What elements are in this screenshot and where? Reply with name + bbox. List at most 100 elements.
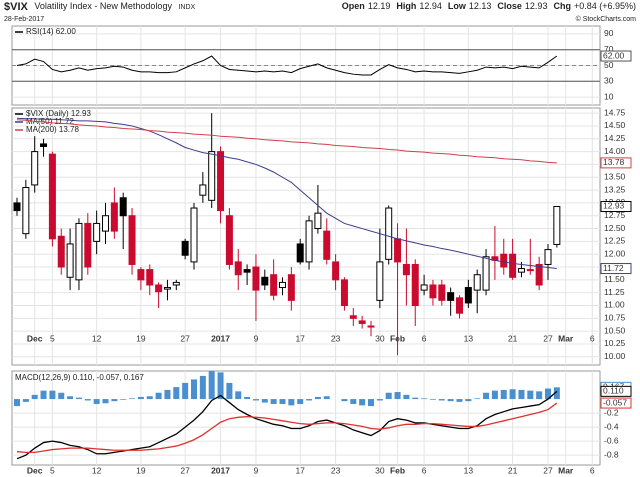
y-tick-label: 13.50 (604, 172, 626, 182)
histogram-bar (509, 389, 516, 400)
histogram-bar (359, 399, 366, 406)
histogram-bar (368, 399, 374, 407)
legend-label: MA(50) 11.72 (26, 117, 74, 126)
candle-body (314, 212, 322, 230)
histogram-bar (545, 388, 551, 400)
quote-label: Close (497, 1, 522, 11)
histogram-bar (527, 390, 534, 400)
histogram-bar (270, 399, 277, 404)
candle-body (163, 287, 171, 290)
x-tick-label: Dec (27, 465, 43, 475)
symbol: $VIX (4, 1, 29, 13)
x-tick-label: Dec (27, 333, 43, 343)
y-tick-label: 11.00 (604, 300, 625, 310)
histogram-bar (22, 399, 29, 402)
histogram-bar (111, 399, 118, 402)
x-tick-label: 23 (331, 465, 341, 475)
quote-label: Low (448, 1, 467, 11)
candle-body (128, 215, 136, 265)
candle-body (48, 153, 56, 240)
value-box-label: 12.93 (603, 201, 625, 211)
y-tick-label: 11.50 (604, 274, 625, 284)
value-box (600, 397, 632, 409)
histogram-bar (146, 396, 153, 400)
y-tick-label: 10.00 (604, 351, 626, 361)
histogram-bar (208, 371, 215, 400)
histogram-bar (429, 399, 436, 400)
candle-body (217, 151, 225, 212)
y-tick-label: 50 (604, 60, 614, 70)
candle-body (526, 269, 534, 272)
histogram-bar (244, 396, 251, 400)
candle-body (509, 253, 517, 278)
histogram-bar (129, 398, 136, 400)
x-tick-label: 27 (543, 333, 553, 343)
candle-body (358, 320, 366, 324)
histogram-bar (385, 392, 392, 400)
candle-body (411, 263, 419, 306)
candle-body (340, 279, 348, 306)
histogram-bar (58, 392, 65, 400)
x-tick-label: 30 (375, 333, 385, 343)
histogram-bar (155, 392, 162, 400)
histogram-bar (217, 372, 224, 400)
y-tick-label: 12.50 (604, 223, 626, 233)
y-tick-label: 14.25 (604, 133, 626, 143)
candle-body (119, 197, 127, 217)
y-tick-label: 14.75 (604, 107, 626, 117)
candle-body (146, 269, 154, 286)
quote-value: 12.13 (469, 1, 492, 11)
line-series (16, 390, 558, 460)
x-tick-label: 19 (136, 465, 146, 475)
candle-body (279, 281, 286, 289)
x-tick-label: 27 (180, 465, 190, 475)
value-box (600, 385, 632, 397)
value-box-label: -0.057 (603, 397, 627, 407)
x-tick-label: 30 (375, 465, 385, 475)
x-tick-label: 6 (590, 333, 595, 343)
credit: © StockCharts.com (576, 15, 637, 23)
histogram-bar (137, 396, 144, 400)
candle-body (102, 215, 109, 232)
histogram-bar (191, 379, 197, 400)
candle-body (75, 222, 83, 281)
candle-body (447, 292, 455, 301)
x-tick-label: Feb (390, 465, 405, 475)
histogram-bar (483, 392, 490, 400)
value-box (600, 157, 632, 169)
candle-body (181, 240, 189, 256)
x-tick-label: 23 (331, 333, 341, 343)
quote-label: High (396, 1, 416, 11)
histogram-bar (226, 382, 233, 400)
histogram-bar (465, 399, 472, 402)
candle-body (438, 284, 446, 301)
histogram-bar (40, 390, 47, 400)
legend-label: MACD(12,26,9) 0.110, -0.057, 0.167 (15, 373, 144, 382)
x-tick-label: 6 (422, 333, 427, 343)
candle-body (420, 284, 428, 291)
x-tick-label: 5 (50, 333, 55, 343)
candle-body (199, 184, 207, 196)
candle-body (473, 274, 481, 291)
histogram-bar (297, 399, 304, 404)
histogram-bar (102, 399, 109, 404)
candle-body (287, 274, 295, 301)
x-tick-label: 9 (254, 333, 259, 343)
x-tick-label: 17 (295, 465, 305, 475)
x-tick-label: 27 (543, 465, 553, 475)
histogram-bar (314, 396, 321, 400)
candle-body (137, 269, 145, 281)
histogram-bar (164, 389, 171, 400)
y-tick-label: 90 (604, 28, 614, 38)
histogram-bar (84, 399, 91, 401)
candle-body (464, 287, 472, 304)
histogram-bar (394, 392, 401, 400)
histogram-bar (14, 399, 20, 407)
y-tick-label: 12.00 (604, 248, 626, 258)
histogram-bar (235, 391, 242, 400)
candle-body (535, 263, 543, 286)
candle-body (500, 253, 508, 268)
x-tick-label: 19 (136, 333, 146, 343)
x-tick-label: 21 (508, 333, 518, 343)
x-tick-label: 5 (50, 465, 55, 475)
